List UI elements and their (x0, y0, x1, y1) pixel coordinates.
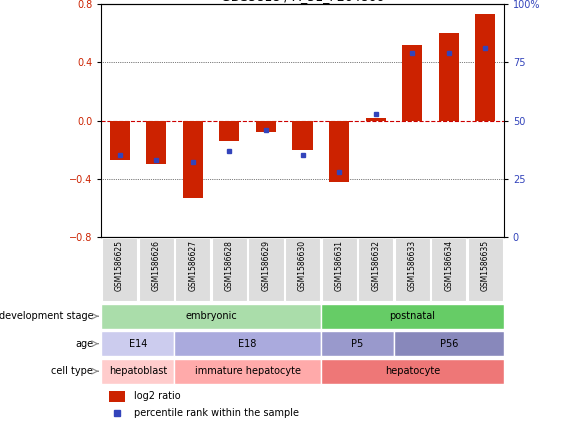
Bar (183, 121, 203, 198)
FancyBboxPatch shape (431, 238, 467, 301)
Bar (219, 121, 240, 141)
Text: GSM1586634: GSM1586634 (444, 240, 453, 291)
FancyBboxPatch shape (175, 238, 210, 301)
Text: postnatal: postnatal (389, 311, 435, 321)
Bar (292, 121, 313, 150)
Bar (146, 121, 166, 164)
Text: age: age (75, 339, 93, 349)
Text: GSM1586628: GSM1586628 (225, 240, 234, 291)
FancyBboxPatch shape (102, 238, 137, 301)
FancyBboxPatch shape (321, 304, 504, 329)
Text: development stage: development stage (0, 311, 93, 321)
FancyBboxPatch shape (321, 238, 357, 301)
Text: GSM1586632: GSM1586632 (371, 240, 380, 291)
Text: GSM1586631: GSM1586631 (335, 240, 343, 291)
FancyBboxPatch shape (394, 331, 504, 356)
Bar (402, 45, 422, 121)
FancyBboxPatch shape (321, 359, 504, 384)
FancyBboxPatch shape (468, 238, 503, 301)
FancyBboxPatch shape (358, 238, 393, 301)
Bar (329, 121, 349, 181)
Text: hepatoblast: hepatoblast (109, 366, 167, 376)
Text: GSM1586629: GSM1586629 (262, 240, 270, 291)
FancyBboxPatch shape (285, 238, 320, 301)
Text: E18: E18 (239, 339, 257, 349)
Bar (109, 121, 130, 160)
Text: GSM1586630: GSM1586630 (298, 240, 307, 291)
FancyBboxPatch shape (101, 359, 174, 384)
Text: embryonic: embryonic (185, 311, 237, 321)
Text: GSM1586633: GSM1586633 (408, 240, 417, 291)
Text: hepatocyte: hepatocyte (384, 366, 440, 376)
Bar (109, 391, 126, 402)
Text: log2 ratio: log2 ratio (134, 391, 180, 401)
FancyBboxPatch shape (101, 304, 321, 329)
FancyBboxPatch shape (138, 238, 174, 301)
Bar (475, 14, 496, 121)
FancyBboxPatch shape (248, 238, 284, 301)
Bar (439, 33, 459, 121)
Text: E14: E14 (129, 339, 147, 349)
FancyBboxPatch shape (174, 359, 321, 384)
FancyBboxPatch shape (321, 331, 394, 356)
Text: P56: P56 (439, 339, 458, 349)
Text: cell type: cell type (52, 366, 93, 376)
Text: percentile rank within the sample: percentile rank within the sample (134, 409, 299, 418)
FancyBboxPatch shape (174, 331, 321, 356)
FancyBboxPatch shape (212, 238, 247, 301)
Bar (256, 121, 276, 132)
Text: GSM1586635: GSM1586635 (481, 240, 490, 291)
FancyBboxPatch shape (101, 331, 174, 356)
Text: GSM1586626: GSM1586626 (152, 240, 161, 291)
FancyBboxPatch shape (395, 238, 430, 301)
Text: GSM1586627: GSM1586627 (188, 240, 197, 291)
Text: immature hepatocyte: immature hepatocyte (195, 366, 301, 376)
Text: GSM1586625: GSM1586625 (115, 240, 124, 291)
Text: P5: P5 (351, 339, 364, 349)
Bar (365, 118, 386, 121)
Title: GDS5818 / A_51_P264866: GDS5818 / A_51_P264866 (221, 0, 384, 3)
